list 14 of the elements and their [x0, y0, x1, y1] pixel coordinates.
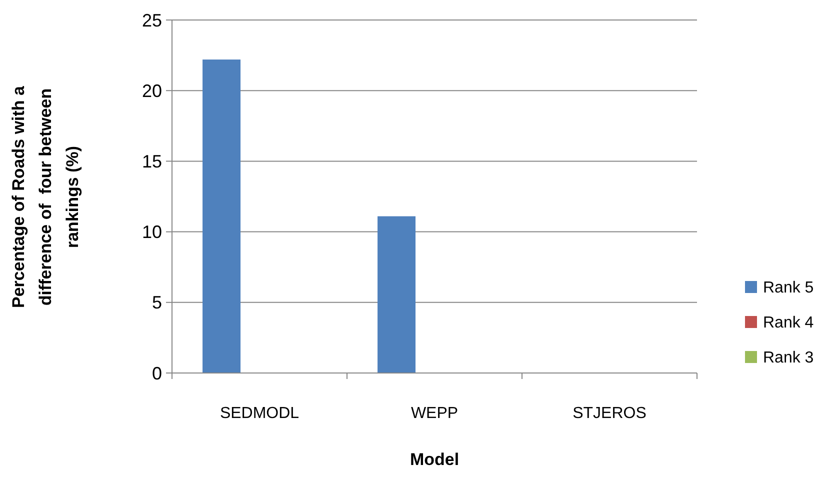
y-tick-label: 20: [142, 80, 162, 101]
x-tick-label: STJEROS: [572, 405, 646, 422]
y-tick-label: 25: [142, 10, 162, 30]
x-tick-label: SEDMODL: [220, 405, 300, 422]
y-tick-label: 15: [142, 152, 162, 172]
y-axis-title: Percentage of Roads with a difference of four between rankings (%): [8, 85, 82, 308]
x-axis-title: Model: [410, 450, 460, 469]
y-tick-label: 5: [152, 292, 162, 313]
y-tick-label: 0: [152, 363, 162, 384]
legend-label: Rank 5: [763, 280, 814, 297]
legend-label: Rank 4: [763, 314, 814, 332]
x-tick-label: WEPP: [410, 405, 458, 422]
y-tick-label: 10: [142, 222, 162, 242]
legend-label: Rank 3: [763, 350, 814, 367]
